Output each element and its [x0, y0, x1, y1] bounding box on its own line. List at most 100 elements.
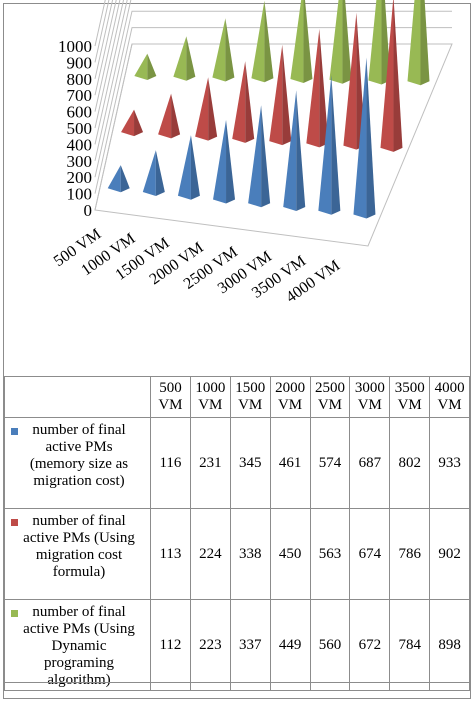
table-header-cell: 2000 VM — [269, 376, 311, 418]
pyramid-bar-left — [195, 77, 209, 141]
pyramid-bar-left — [290, 0, 304, 84]
pyramid-bar-right — [319, 28, 329, 148]
pyramid-bar-right — [245, 61, 255, 143]
table-cell: 449 — [269, 599, 311, 691]
table-header-cell: 2500 VM — [309, 376, 351, 418]
pyramid-bar-left — [177, 135, 191, 200]
pyramid-bar-right — [155, 150, 165, 196]
pyramid-bar-right — [261, 105, 271, 208]
pyramid-bar-right — [225, 18, 235, 82]
table-cell: 461 — [269, 417, 311, 509]
table-cell: 898 — [429, 599, 470, 691]
table-header-row: 500 VM 1000 VM 1500 VM 2000 VM 2500 VM 3000 VM… — [4, 376, 470, 418]
y-tick-label: 0 — [84, 201, 93, 220]
pyramid-bar-left — [107, 165, 121, 193]
y-tick-label: 1000 — [58, 37, 92, 56]
table-cell: 672 — [349, 599, 391, 691]
table-cell: 784 — [389, 599, 431, 691]
pyramid-bar-left — [269, 44, 283, 146]
gridline — [94, 0, 125, 129]
pyramid-bar-left — [407, 0, 421, 86]
pyramid-bar-right — [303, 0, 313, 84]
table-cell: 112 — [150, 599, 191, 691]
table-cell: 223 — [189, 599, 231, 691]
pyramid-bar-right — [282, 44, 292, 146]
pyramid-bar-right — [190, 135, 200, 200]
table-cell: 560 — [309, 599, 351, 691]
legend-cell-memory-size: number of final active PMs (memory size as… — [4, 417, 151, 509]
gridline — [94, 0, 114, 79]
pyramid-bar-right — [208, 77, 218, 141]
pyramid-bar-left — [353, 57, 367, 219]
table-cell: 563 — [309, 508, 351, 600]
table-cell: 933 — [429, 417, 470, 509]
pyramid-bar-left — [368, 0, 382, 85]
legend-label: number of final active PMs (Using Dynamic p… — [23, 604, 135, 688]
pyramid-bar-left — [121, 109, 135, 137]
pyramid-bar-left — [283, 90, 297, 211]
red-legend-swatch-icon — [11, 519, 18, 526]
pyramid-bar-left — [212, 18, 226, 82]
pyramid-bar-right — [296, 90, 306, 211]
y-tick-label: 800 — [67, 70, 93, 89]
table-cell: 450 — [269, 508, 311, 600]
table-cell: 345 — [229, 417, 271, 509]
table-corner-cell — [4, 376, 151, 418]
pyramid-bar-right — [226, 119, 236, 204]
legend-cell-dynamic-programing: number of final active PMs (Using Dynamic p… — [4, 599, 151, 691]
pyramid-bar-right — [134, 109, 144, 137]
legend-label: number of final active PMs (Using migratio… — [23, 513, 135, 580]
y-tick-label: 500 — [67, 119, 93, 138]
pyramid-bar-left — [251, 0, 265, 83]
y-tick-label: 900 — [67, 53, 93, 72]
table-cell: 338 — [229, 508, 271, 600]
table-header-cell: 500 VM — [150, 376, 191, 418]
gridline — [94, 0, 117, 96]
data-table: 500 VM 1000 VM 1500 VM 2000 VM 2500 VM 3000 VM… — [4, 376, 470, 691]
table-row: number of final active PMs (Using Dynamic p… — [4, 599, 470, 691]
table-cell: 902 — [429, 508, 470, 600]
pyramid-bar-right — [420, 0, 430, 86]
pyramid-bar-left — [158, 93, 172, 139]
pyramid-bar-left — [248, 105, 262, 208]
pyramid-bar-right — [366, 57, 376, 219]
table-row: number of final active PMs (memory size as… — [4, 417, 470, 509]
table-header-cell: 1000 VM — [189, 376, 231, 418]
gridline — [94, 0, 110, 63]
pyramid-bar-right — [120, 165, 130, 193]
pyramid-bar-left — [213, 119, 227, 204]
pyramid-bar-left — [306, 28, 320, 148]
pyramid-bar-left — [318, 75, 332, 215]
table-cell: 674 — [349, 508, 391, 600]
blue-legend-swatch-icon — [11, 428, 18, 435]
green-legend-swatch-icon — [11, 610, 18, 617]
pyramid-bar-left — [380, 0, 394, 152]
gridline — [94, 0, 132, 161]
table-header-cell: 1500 VM — [229, 376, 271, 418]
pyramid-bar-right — [331, 75, 341, 215]
y-tick-label: 600 — [67, 103, 93, 122]
table-header-cell: 3000 VM — [349, 376, 391, 418]
table-cell: 116 — [150, 417, 191, 509]
table-header-cell: 4000 VM — [429, 376, 470, 418]
gridline — [94, 0, 121, 112]
pyramid-bar-right — [264, 0, 274, 83]
table-cell: 574 — [309, 417, 351, 509]
pyramid-bar-left — [232, 61, 246, 143]
table-cell: 113 — [150, 508, 191, 600]
legend-cell-migration-formula: number of final active PMs (Using migratio… — [4, 508, 151, 600]
table-cell: 687 — [349, 417, 391, 509]
table-cell: 786 — [389, 508, 431, 600]
pyramid-bar-right — [393, 0, 403, 152]
pyramid-bar-left — [329, 0, 343, 84]
table-row: number of final active PMs (Using migratio… — [4, 508, 470, 600]
chart-floor — [94, 43, 453, 247]
gridline — [94, 0, 106, 47]
chart-frame — [3, 3, 471, 699]
y-tick-label: 200 — [67, 168, 93, 187]
y-tick-label: 400 — [67, 135, 93, 154]
pyramid-bar-right — [171, 93, 181, 139]
table-cell: 231 — [189, 417, 231, 509]
pyramid-bar-right — [342, 0, 352, 84]
